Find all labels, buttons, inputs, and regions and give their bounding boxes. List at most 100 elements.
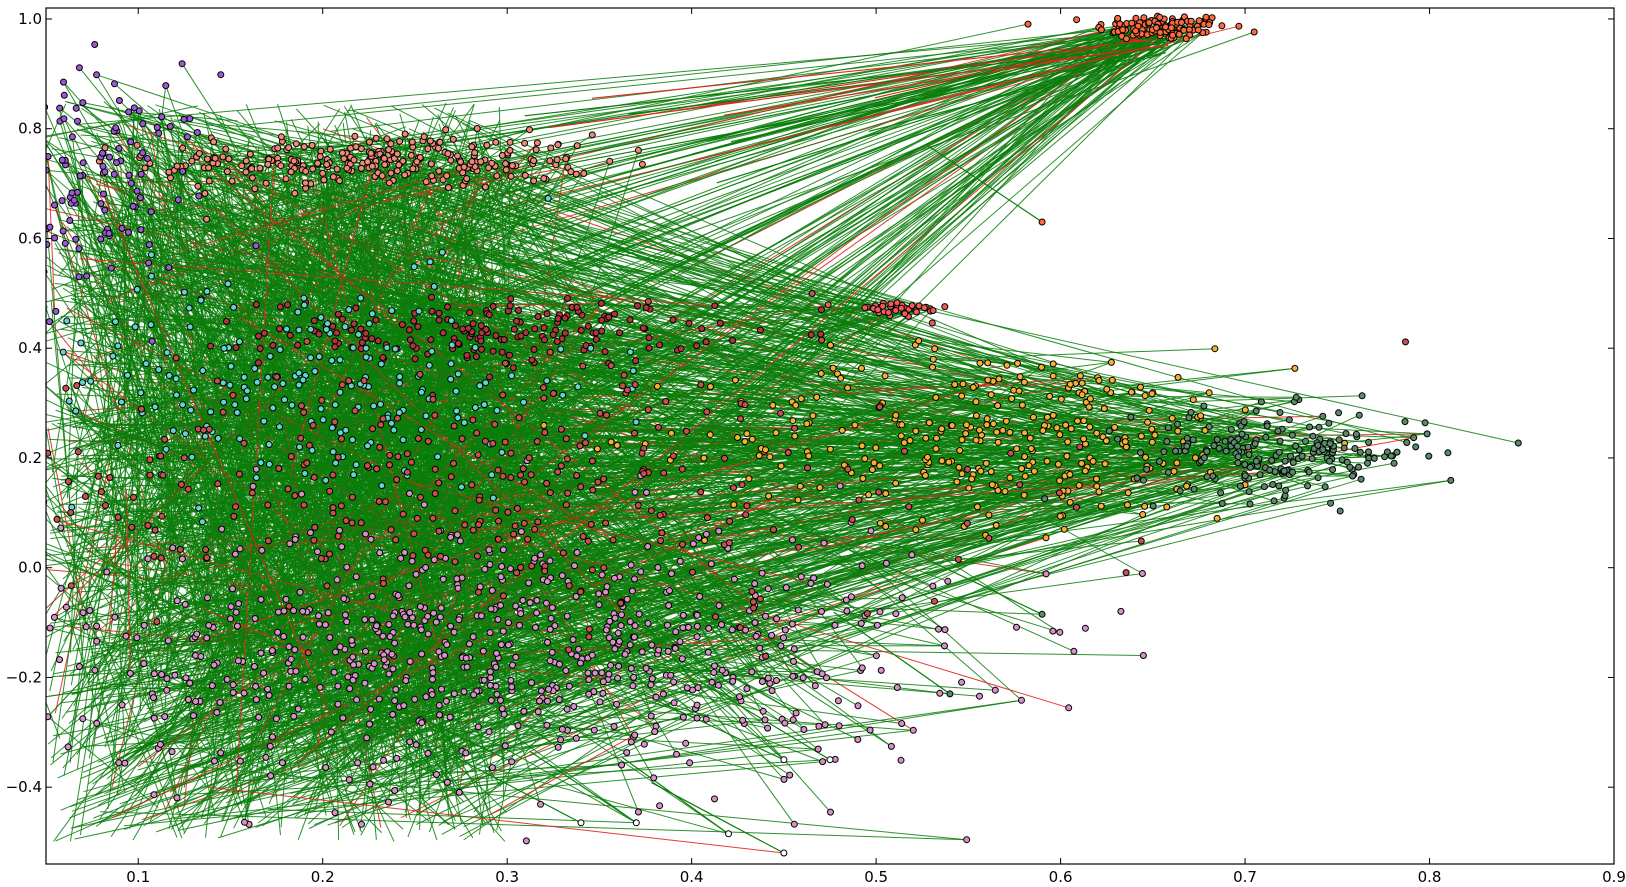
- data-point: [908, 302, 916, 310]
- data-point: [634, 146, 642, 154]
- data-point: [1336, 507, 1344, 515]
- data-point: [932, 394, 940, 401]
- data-point: [500, 710, 508, 718]
- data-point: [537, 687, 545, 695]
- data-point: [52, 307, 60, 315]
- data-point: [507, 474, 515, 481]
- data-point: [429, 675, 436, 683]
- data-point: [366, 780, 374, 788]
- data-point: [385, 146, 393, 154]
- data-point: [573, 549, 581, 556]
- data-point: [229, 585, 236, 593]
- data-point: [224, 280, 232, 288]
- data-point: [395, 161, 403, 169]
- data-point: [392, 686, 400, 693]
- data-point: [492, 332, 500, 339]
- data-point: [252, 696, 260, 704]
- data-point: [715, 602, 723, 610]
- data-point: [629, 367, 637, 375]
- data-point: [562, 501, 570, 509]
- data-point: [391, 345, 399, 353]
- data-point: [929, 363, 936, 371]
- data-point: [1358, 392, 1366, 400]
- data-point: [1246, 500, 1254, 508]
- data-point: [265, 441, 273, 448]
- data-point: [448, 341, 456, 349]
- data-point: [100, 190, 107, 198]
- data-point: [418, 388, 425, 396]
- data-point: [701, 537, 709, 544]
- data-point: [1281, 457, 1289, 465]
- data-point: [179, 144, 187, 152]
- data-point: [336, 388, 344, 396]
- data-point: [406, 490, 413, 497]
- data-point: [1163, 438, 1171, 445]
- data-point: [673, 750, 680, 758]
- data-point: [533, 596, 541, 604]
- data-point: [507, 295, 515, 303]
- data-point: [260, 417, 268, 425]
- data-point: [205, 425, 213, 433]
- data-point: [920, 304, 928, 312]
- data-point: [373, 465, 381, 473]
- data-point: [647, 712, 655, 720]
- data-point: [401, 549, 409, 556]
- data-point: [972, 398, 980, 406]
- data-point: [901, 447, 908, 455]
- data-point: [1114, 435, 1121, 443]
- data-point: [46, 103, 49, 111]
- data-point: [125, 171, 133, 179]
- data-point: [892, 610, 900, 618]
- data-point: [73, 382, 81, 389]
- data-point: [1003, 361, 1011, 369]
- data-point: [223, 676, 231, 683]
- data-point: [532, 624, 539, 631]
- data-point: [609, 638, 617, 646]
- data-point: [216, 699, 224, 706]
- data-point: [256, 345, 264, 352]
- data-point: [201, 190, 209, 197]
- data-point: [476, 382, 484, 390]
- data-point: [399, 436, 407, 444]
- data-point: [236, 757, 244, 765]
- data-point: [818, 306, 825, 314]
- data-point: [489, 347, 497, 355]
- data-point: [1260, 483, 1268, 491]
- data-point: [450, 628, 458, 636]
- data-point: [72, 407, 80, 415]
- data-point: [1346, 463, 1354, 471]
- data-point: [20, 626, 26, 632]
- data-point: [315, 620, 323, 628]
- data-point: [972, 412, 980, 420]
- data-point: [217, 749, 225, 757]
- data-point: [1403, 439, 1411, 446]
- data-point: [756, 644, 764, 652]
- data-point: [1178, 19, 1185, 26]
- data-point: [781, 626, 789, 634]
- data-point: [190, 712, 197, 720]
- data-point: [882, 559, 890, 567]
- data-point: [385, 621, 393, 628]
- data-point: [858, 664, 866, 672]
- data-point: [349, 436, 356, 444]
- data-point: [644, 543, 652, 550]
- data-point: [68, 133, 76, 141]
- data-point: [561, 314, 569, 322]
- data-point: [642, 304, 650, 312]
- data-point: [504, 641, 512, 649]
- data-point: [1156, 13, 1164, 21]
- data-point: [137, 389, 145, 397]
- data-point: [987, 391, 995, 399]
- data-point: [93, 719, 101, 727]
- data-point: [542, 599, 550, 607]
- data-point: [676, 557, 684, 565]
- data-point: [1210, 442, 1218, 450]
- data-point: [195, 504, 203, 512]
- data-point: [1138, 570, 1146, 577]
- data-point: [1245, 451, 1253, 459]
- data-point: [657, 537, 665, 545]
- data-point: [650, 774, 658, 782]
- data-point: [664, 621, 671, 629]
- data-point: [693, 714, 701, 722]
- data-point: [461, 521, 469, 529]
